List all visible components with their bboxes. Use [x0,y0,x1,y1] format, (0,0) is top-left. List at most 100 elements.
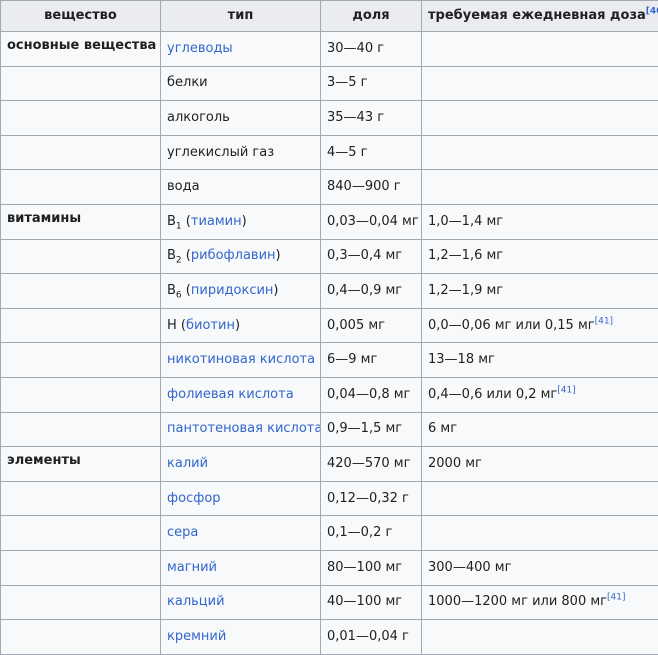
type-link[interactable]: кальций [167,594,225,609]
group-cell [1,135,161,170]
header-type: тип [161,1,321,32]
daily-dose-cell: 1,0—1,4 мг [422,204,658,239]
header-daily-label: требуемая ежедневная доза [428,8,646,23]
reference-link[interactable]: [41] [557,385,575,395]
daily-dose-value: 6 мг [428,421,457,436]
type-link[interactable]: углеводы [167,41,233,56]
type-link[interactable]: пиридоксин [191,283,274,298]
daily-dose-cell: 13—18 мг [422,343,658,378]
reference-link[interactable]: [41] [595,316,613,326]
type-link[interactable]: пантотеновая кислота [167,421,321,436]
group-cell [1,170,161,205]
daily-dose-value: 1,2—1,6 мг [428,248,503,263]
type-cell: никотиновая кислота [161,343,321,378]
type-cell: H (биотин) [161,308,321,343]
header-type-label: тип [228,8,254,23]
daily-dose-cell: 6 мг [422,412,658,447]
daily-dose-cell: 1,2—1,9 мг [422,274,658,309]
share-cell: 0,04—0,8 мг [321,377,422,412]
daily-dose-cell [422,135,658,170]
vitamin-letter: B [167,283,176,298]
type-link[interactable]: кремний [167,629,226,644]
group-cell [1,620,161,655]
daily-dose-cell [422,516,658,551]
share-cell: 30—40 г [321,32,422,67]
group-cell [1,550,161,585]
share-cell: 0,12—0,32 г [321,481,422,516]
type-label: вода [167,179,200,194]
type-link[interactable]: магний [167,560,217,575]
daily-dose-cell [422,481,658,516]
share-cell: 35—43 г [321,101,422,136]
table-row: фосфор 0,12—0,32 г [1,481,658,516]
share-cell: 840—900 г [321,170,422,205]
share-cell: 0,4—0,9 мг [321,274,422,309]
daily-dose-value: 1000—1200 мг или 800 мг [428,594,607,609]
paren-close: ) [235,318,240,333]
share-cell: 80—100 мг [321,550,422,585]
daily-dose-cell: 1,2—1,6 мг [422,239,658,274]
group-cell [1,239,161,274]
daily-dose-cell: 0,0—0,06 мг или 0,15 мг[41] [422,308,658,343]
paren-open: ( [182,214,191,229]
paren-open: ( [182,283,191,298]
group-cell: основные вещества [1,32,161,67]
vitamin-letter: H [167,318,177,333]
share-cell: 0,01—0,04 г [321,620,422,655]
paren-close: ) [273,283,278,298]
group-cell [1,412,161,447]
type-link[interactable]: никотиновая кислота [167,352,315,367]
table-row: сера 0,1—0,2 г [1,516,658,551]
table-row: кремний 0,01—0,04 г [1,620,658,655]
type-link[interactable]: рибофлавин [191,248,276,263]
paren-close: ) [276,248,281,263]
table-row: алкоголь 35—43 г [1,101,658,136]
type-link[interactable]: тиамин [191,214,242,229]
group-cell [1,274,161,309]
type-cell: кремний [161,620,321,655]
group-cell [1,343,161,378]
daily-dose-value: 0,0—0,06 мг или 0,15 мг [428,318,595,333]
type-link[interactable]: фолиевая кислота [167,387,294,402]
header-share: доля [321,1,422,32]
type-cell: фолиевая кислота [161,377,321,412]
type-cell: углеводы [161,32,321,67]
daily-dose-value: 13—18 мг [428,352,495,367]
type-cell: пантотеновая кислота [161,412,321,447]
daily-dose-cell [422,101,658,136]
daily-dose-cell [422,32,658,67]
group-cell: элементы [1,447,161,482]
group-cell [1,377,161,412]
type-link[interactable]: биотин [186,318,235,333]
share-cell: 4—5 г [321,135,422,170]
vitamin-letter: B [167,214,176,229]
type-label: алкоголь [167,110,230,125]
share-cell: 0,3—0,4 мг [321,239,422,274]
daily-dose-cell: 2000 мг [422,447,658,482]
daily-dose-cell: 300—400 мг [422,550,658,585]
share-cell: 0,03—0,04 мг [321,204,422,239]
header-row: вещество тип доля требуемая ежедневная д… [1,1,658,32]
group-cell [1,585,161,620]
group-cell [1,308,161,343]
type-cell: B1 (тиамин) [161,204,321,239]
header-substance-label: вещество [44,8,117,23]
type-link[interactable]: калий [167,456,208,471]
type-cell: кальций [161,585,321,620]
daily-dose-cell: 1000—1200 мг или 800 мг[41] [422,585,658,620]
reference-link[interactable]: [41] [607,593,625,603]
reference-link[interactable]: [40] [646,7,658,17]
header-share-label: доля [352,8,389,23]
type-cell: магний [161,550,321,585]
type-link[interactable]: сера [167,525,198,540]
type-link[interactable]: фосфор [167,491,221,506]
group-cell: витамины [1,204,161,239]
share-cell: 0,1—0,2 г [321,516,422,551]
